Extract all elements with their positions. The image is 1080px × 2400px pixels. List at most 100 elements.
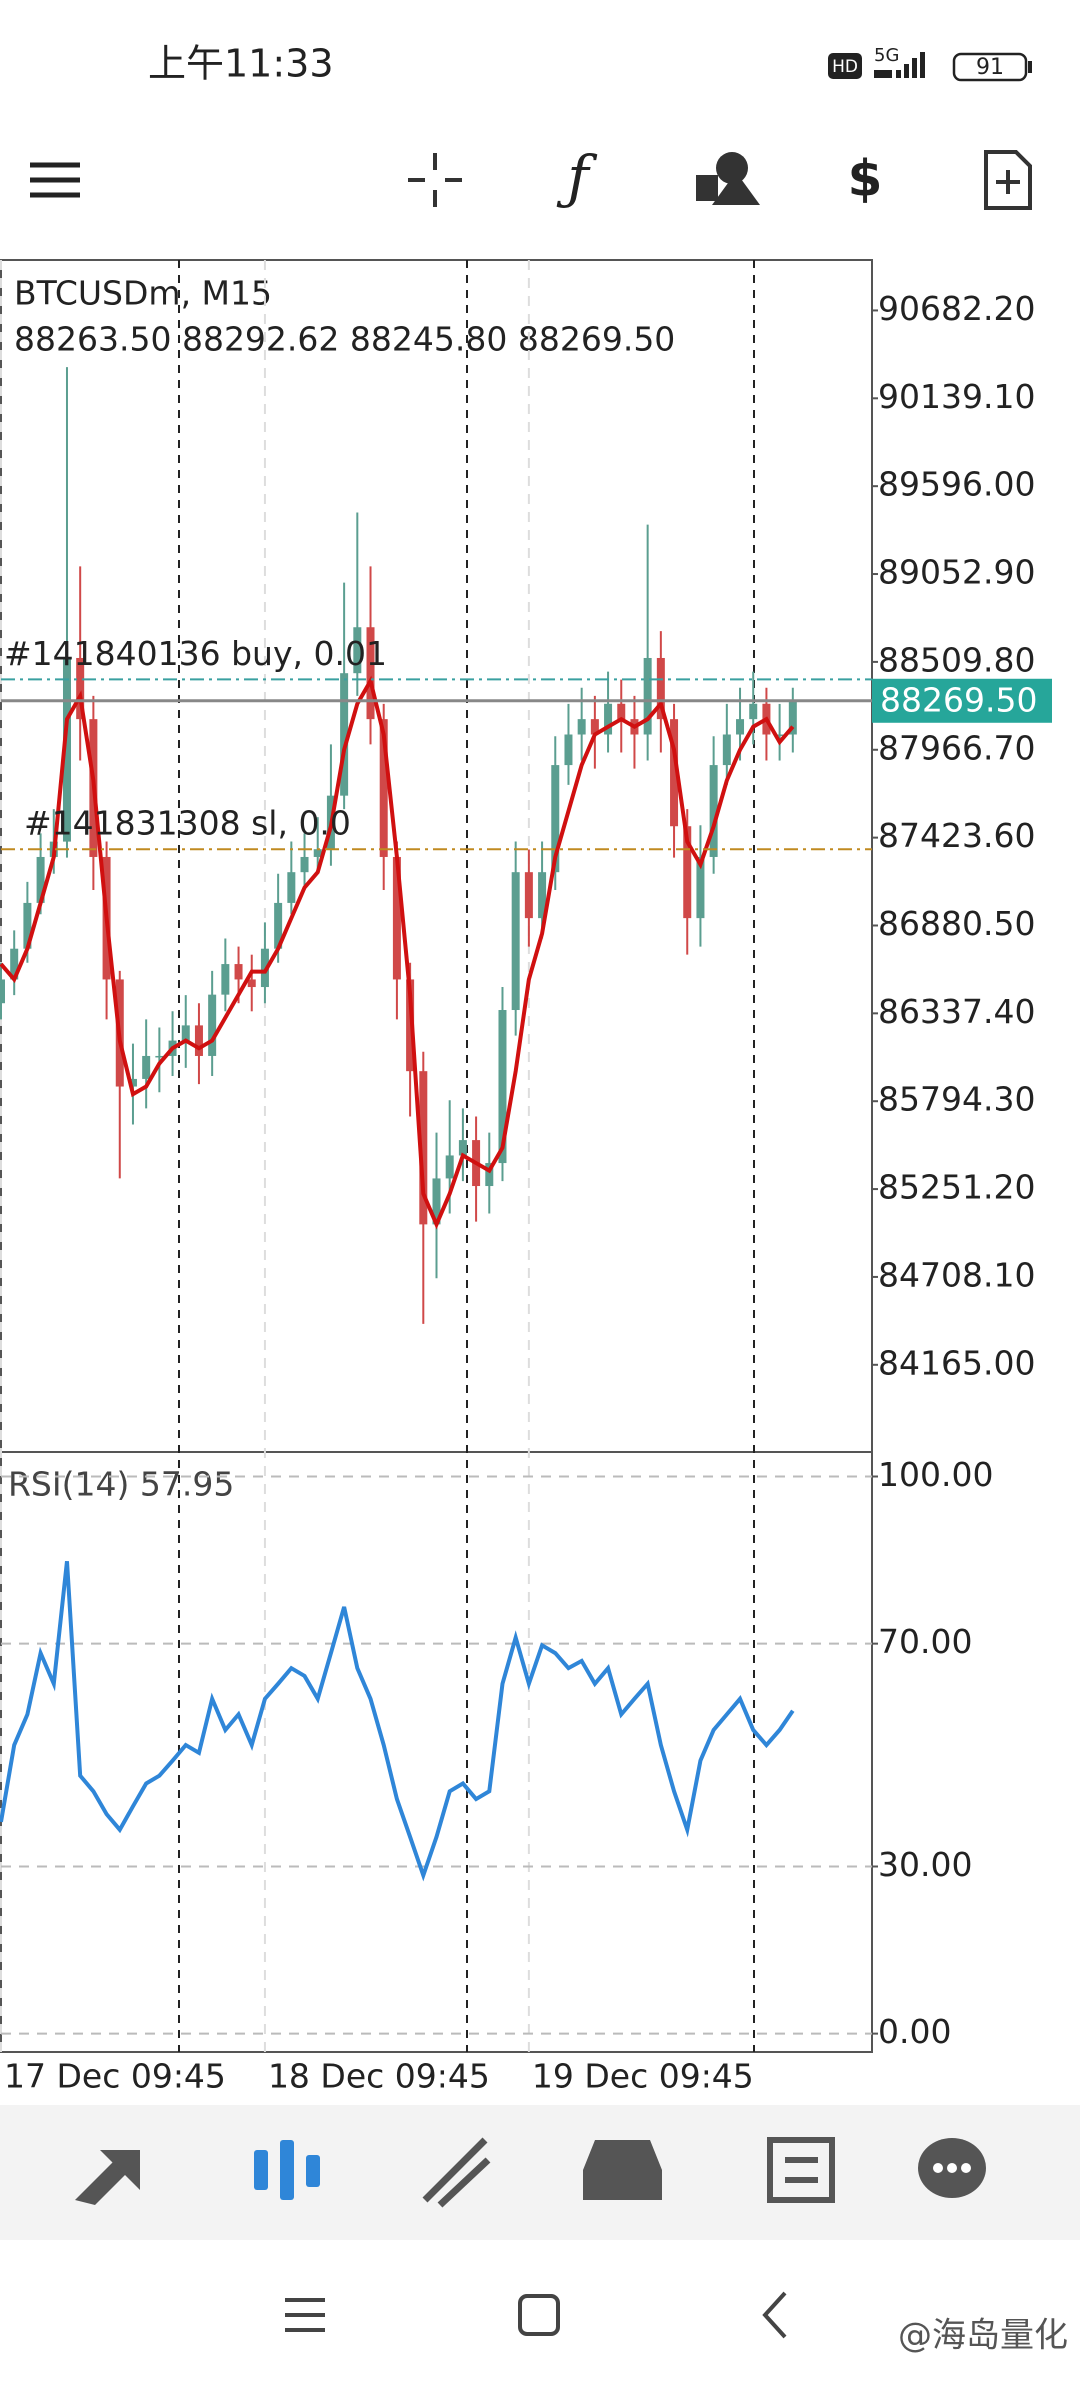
candle-body xyxy=(643,657,652,735)
rsi-line xyxy=(0,1560,795,1882)
trade-button[interactable]: $ xyxy=(848,150,883,208)
candle-body xyxy=(432,1178,441,1225)
y-tick-label: 0.00 xyxy=(878,2012,951,2051)
signal-icon xyxy=(874,52,925,78)
y-tick-label: 87966.70 xyxy=(878,728,1035,767)
bottom-nav xyxy=(0,2105,1080,2240)
battery-icon xyxy=(952,52,1028,82)
rsi-title: RSI(14) 57.95 xyxy=(8,1465,234,1504)
candle-body xyxy=(709,765,718,857)
candle-body xyxy=(142,1055,151,1079)
candle-body xyxy=(511,872,520,1011)
candle-body xyxy=(538,872,547,919)
menu-button[interactable] xyxy=(30,162,80,198)
candle-body xyxy=(181,1025,190,1041)
candle-body xyxy=(313,849,322,857)
y-tick-label: 85251.20 xyxy=(878,1168,1035,1207)
y-tick-label: 84708.10 xyxy=(878,1255,1035,1294)
candle-body xyxy=(62,657,71,842)
y-tick-label: 86880.50 xyxy=(878,904,1035,943)
candle-body xyxy=(670,719,679,827)
candle-body xyxy=(353,627,362,674)
candle-body xyxy=(155,1055,164,1058)
candle-body xyxy=(36,856,45,903)
candle-body xyxy=(498,1010,507,1164)
news-tab[interactable] xyxy=(767,2137,835,2203)
hd-label: HD xyxy=(832,57,858,77)
candle-body xyxy=(656,657,665,720)
chat-tab[interactable] xyxy=(918,2138,986,2198)
candle-body xyxy=(458,1140,467,1156)
candle-body xyxy=(419,1071,428,1225)
candle-body xyxy=(590,719,599,735)
moving-average xyxy=(0,675,795,1230)
candle-body xyxy=(23,902,32,949)
candle-body xyxy=(300,856,309,873)
objects-button[interactable] xyxy=(696,152,760,205)
candle-body xyxy=(274,902,283,949)
order-label: #141840136 buy, 0.01 xyxy=(4,634,387,673)
candle-body xyxy=(775,734,784,737)
back-button[interactable] xyxy=(762,2291,787,2339)
battery-level: 91 xyxy=(976,55,1004,80)
history-tab[interactable] xyxy=(583,2140,662,2200)
crosshair-button[interactable] xyxy=(408,153,462,207)
network-label: 5G xyxy=(874,45,899,66)
candle-body xyxy=(340,673,349,796)
y-tick-label: 88509.80 xyxy=(878,640,1035,679)
candle-body xyxy=(392,856,401,980)
candle-body xyxy=(749,703,758,720)
y-tick-label: 89052.90 xyxy=(878,553,1035,592)
y-tick-label: 87423.60 xyxy=(878,816,1035,855)
candle-body xyxy=(524,872,533,919)
candle-body xyxy=(551,765,560,873)
candle-body xyxy=(564,734,573,766)
chart-tab[interactable] xyxy=(254,2140,320,2200)
candle-body xyxy=(406,979,415,1072)
ohlc-readout: 88263.50 88292.62 88245.80 88269.50 xyxy=(14,320,675,359)
y-tick-label: 85794.30 xyxy=(878,1080,1035,1119)
candle-body xyxy=(10,948,19,980)
battery-tip xyxy=(1028,61,1032,73)
chart-title: BTCUSDm, M15 xyxy=(14,274,272,313)
candle-body xyxy=(617,703,626,720)
indicators-button[interactable]: ƒ xyxy=(556,143,598,211)
candle-body xyxy=(683,826,692,919)
candle-body xyxy=(736,719,745,735)
hd-badge xyxy=(828,53,862,79)
y-tick-label: 90682.20 xyxy=(878,289,1035,328)
candle-body xyxy=(0,979,5,1004)
candle-body xyxy=(366,627,375,720)
candle-body xyxy=(696,856,705,919)
quotes-tab[interactable] xyxy=(75,2150,140,2205)
home-button[interactable] xyxy=(518,2294,560,2336)
chart-frame xyxy=(0,259,873,2053)
candle-body xyxy=(379,719,388,857)
current-price-tag xyxy=(872,678,1052,723)
candle-body xyxy=(445,1155,454,1179)
candle-body xyxy=(604,703,613,735)
y-tick-label: 90139.10 xyxy=(878,377,1035,416)
status-time: 上午11:33 xyxy=(148,42,334,86)
candle-body xyxy=(128,1078,137,1087)
candle-body xyxy=(234,964,243,980)
y-tick-label: 84165.00 xyxy=(878,1343,1035,1382)
watermark: @海岛量化 xyxy=(898,2316,1068,2356)
recents-button[interactable] xyxy=(285,2298,325,2332)
current-price-label: 88269.50 xyxy=(880,680,1037,719)
candle-body xyxy=(722,734,731,766)
candle-body xyxy=(221,964,230,995)
new-order-button[interactable] xyxy=(984,150,1032,210)
candle-body xyxy=(76,657,85,720)
y-tick-label: 86337.40 xyxy=(878,992,1035,1031)
y-tick-label: 89596.00 xyxy=(878,465,1035,504)
candle-body xyxy=(287,872,296,903)
trade-tab[interactable] xyxy=(422,2137,491,2208)
y-tick-label: 70.00 xyxy=(878,1622,972,1661)
candle-body xyxy=(788,700,797,735)
order-label: #141831308 sl, 0.0 xyxy=(24,804,351,843)
y-tick-label: 100.00 xyxy=(878,1455,993,1494)
candle-body xyxy=(577,719,586,735)
